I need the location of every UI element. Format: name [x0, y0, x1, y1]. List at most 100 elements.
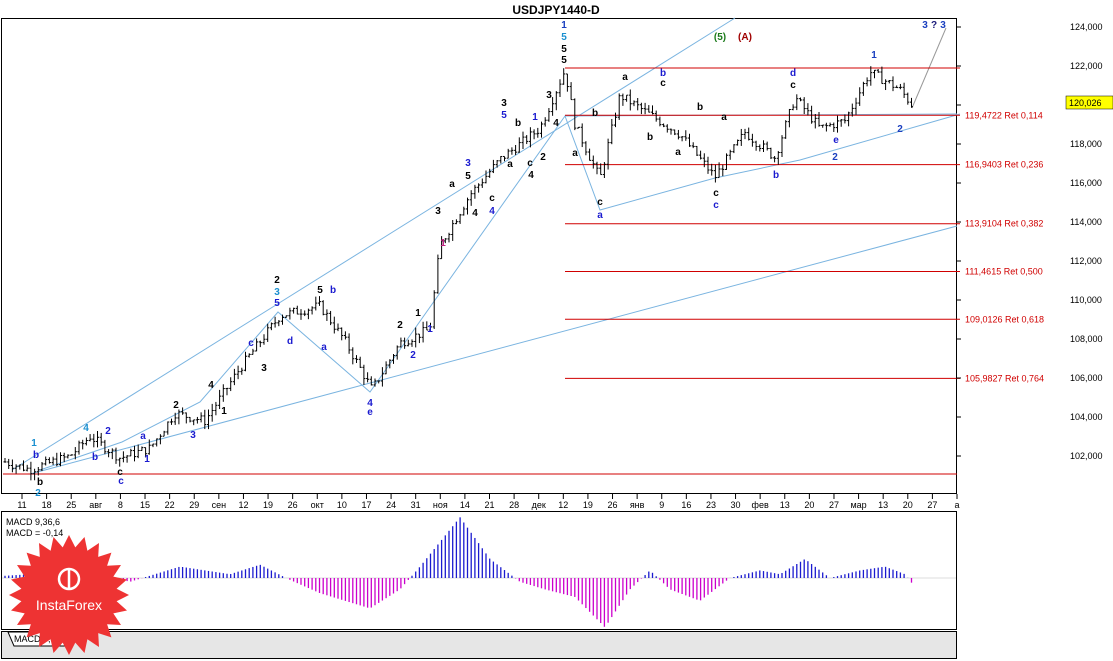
time-tick-label: 22 — [165, 500, 175, 510]
wave-label: 1 — [427, 324, 433, 335]
wave-label: e — [833, 135, 839, 146]
time-tick-label: 8 — [118, 500, 123, 510]
wave-label: c — [790, 80, 796, 91]
wave-label: 4 — [367, 398, 373, 409]
wave-label: 4 — [208, 380, 214, 391]
wave-label: 5 — [317, 285, 323, 296]
time-tick-label: 9 — [659, 500, 664, 510]
time-tick-label: 12 — [238, 500, 248, 510]
time-tick-label: 21 — [484, 500, 494, 510]
instaforex-logo-text: InstaForex — [35, 597, 103, 613]
fib-level-label: 116,9403 Ret 0,236 — [965, 160, 1043, 170]
wave-label: 1 — [440, 238, 446, 249]
time-tick-label: окт — [311, 500, 324, 510]
wave-label: c — [713, 188, 719, 199]
wave-label: b — [592, 108, 598, 119]
time-tick-label: 28 — [509, 500, 519, 510]
price-tick-label: 104,000 — [1070, 412, 1103, 422]
main-plot-frame — [1, 18, 957, 494]
wave-label: b — [92, 452, 98, 463]
wave-label: a — [622, 72, 628, 83]
trend-channel-line — [29, 225, 958, 475]
logo-starburst — [9, 535, 129, 655]
wave-label: (5) — [714, 32, 726, 43]
time-tick-label: 12 — [558, 500, 568, 510]
time-tick-label: 31 — [411, 500, 421, 510]
wave-label: c — [597, 197, 603, 208]
wave-label: 2 — [897, 124, 903, 135]
time-tick-label: 11 — [17, 500, 26, 510]
wave-label: 3 — [546, 90, 552, 101]
wave-label: (A) — [738, 32, 752, 43]
wave-label: d — [790, 68, 796, 79]
wave-label: b — [773, 170, 779, 181]
wave-label: 4 — [553, 118, 559, 129]
time-tick-label: 20 — [804, 500, 814, 510]
wave-label: c — [489, 193, 495, 204]
fib-level-label: 119,4722 Ret 0,114 — [965, 110, 1043, 120]
wave-label: E — [0, 0, 4, 3]
price-tick-label: 114,000 — [1070, 217, 1102, 227]
instaforex-logo-shape — [9, 535, 129, 655]
price-tick-label: 122,000 — [1070, 61, 1103, 71]
wave-label: a — [597, 210, 603, 221]
time-tick-label: 30 — [731, 500, 741, 510]
wave-label: 1 — [871, 50, 877, 61]
wave-label: c — [713, 200, 719, 211]
wave-label: 3 — [190, 430, 196, 441]
macd-value-label: MACD = -0,14 — [6, 528, 63, 538]
time-tick-label: 10 — [337, 500, 347, 510]
time-tick-label: 15 — [140, 500, 150, 510]
wave-label: b — [330, 285, 336, 296]
current-price-label: 120,026 — [1069, 98, 1102, 108]
current-price-box — [1065, 95, 1113, 110]
time-tick-label: 29 — [189, 500, 199, 510]
time-tick-label: 24 — [386, 500, 396, 510]
time-tick-label: 17 — [361, 500, 371, 510]
instaforex-logo: InstaForex — [8, 535, 130, 655]
wave-label: 5 — [561, 55, 567, 66]
wave-label: 2 — [105, 426, 111, 437]
wave-label: 5 — [561, 44, 567, 55]
wave-label: 1 — [31, 438, 37, 449]
wave-label: 4 — [83, 423, 89, 434]
wave-label: 2 — [274, 275, 280, 286]
price-tick-label: 124,000 — [1070, 22, 1103, 32]
fib-level-label: 113,9104 Ret 0,382 — [965, 219, 1043, 229]
wave-label: 4 — [489, 206, 495, 217]
chart-title: USDJPY1440-D — [512, 3, 600, 17]
wave-label: 3 — [940, 20, 946, 31]
price-tick-label: 116,000 — [1070, 178, 1102, 188]
wave-label: b — [33, 450, 39, 461]
time-tick-label: 27 — [829, 500, 839, 510]
wave-label: a — [321, 342, 327, 353]
fib-level-label: 105,9827 Ret 0,764 — [965, 373, 1044, 383]
wave-label: e — [367, 407, 373, 418]
time-tick-label: 25 — [66, 500, 76, 510]
wave-label: c — [660, 78, 666, 89]
time-tick-label: 23 — [706, 500, 716, 510]
wave-label: 5 — [561, 32, 567, 43]
wave-label: 3 — [501, 98, 507, 109]
wave-label: b — [660, 68, 666, 79]
time-tick-label: 26 — [288, 500, 298, 510]
wave-label: 1 — [221, 406, 227, 417]
wave-label: a — [449, 179, 455, 190]
wave-label: c — [118, 476, 124, 487]
wave-label: b — [697, 102, 703, 113]
wave-label: c — [117, 467, 123, 478]
time-tick-label: ноя — [433, 500, 448, 510]
wave-label: 3 — [274, 287, 280, 298]
wave-label: a — [675, 147, 681, 158]
wave-label: 5 — [465, 171, 471, 182]
bottom-strip — [1, 631, 957, 659]
wave-label: a — [507, 159, 513, 170]
time-tick-label: 26 — [608, 500, 618, 510]
wave-label: 5 — [501, 110, 507, 121]
time-tick-label: дек — [532, 500, 546, 510]
wave-label: c — [248, 338, 254, 349]
wave-label: 3 — [261, 363, 267, 374]
price-tick-label: 108,000 — [1070, 334, 1103, 344]
trend-channel-line — [11, 17, 736, 471]
